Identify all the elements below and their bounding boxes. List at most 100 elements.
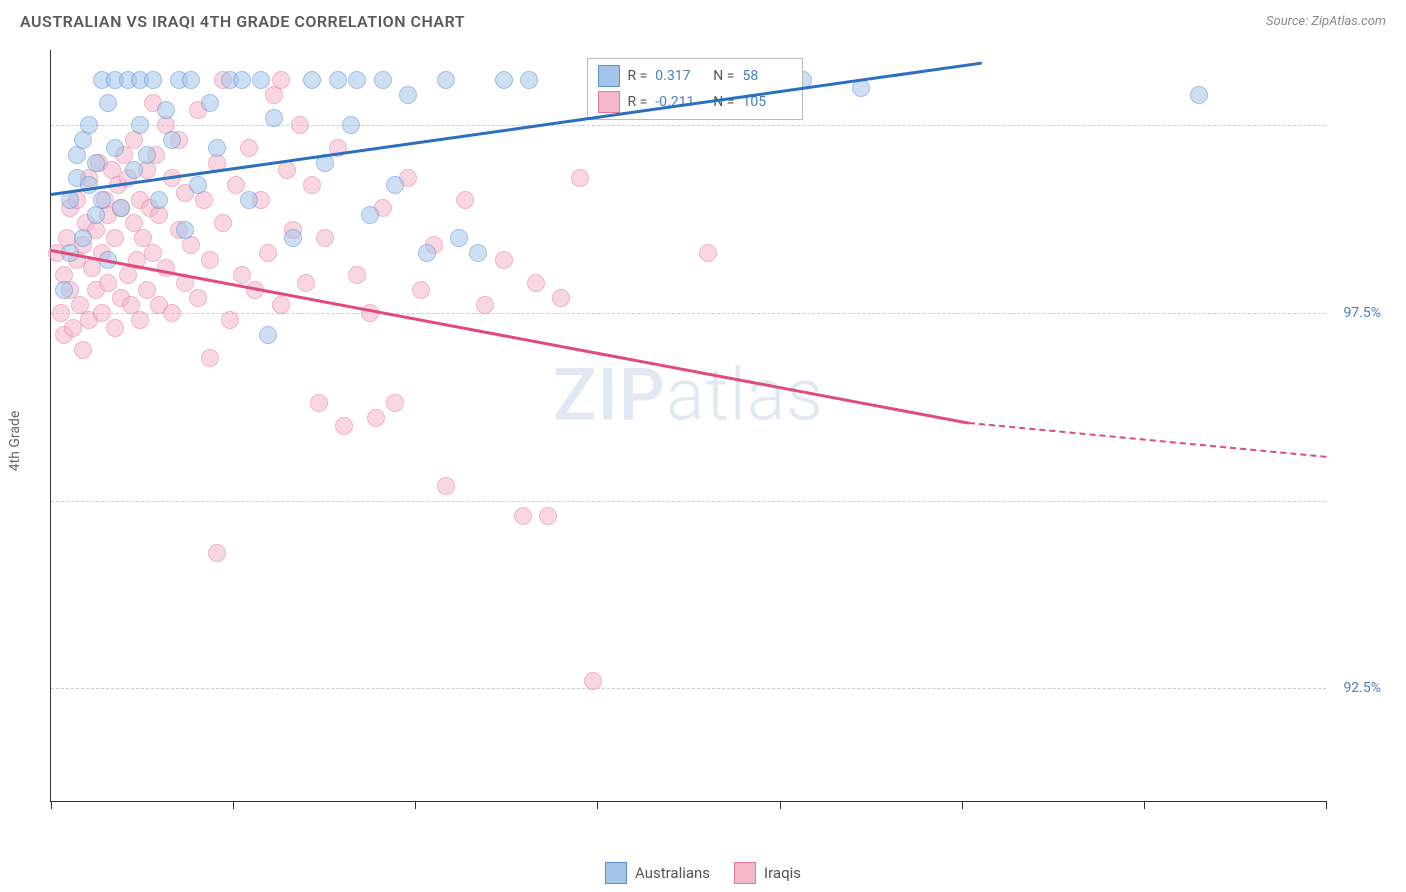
y-axis-title: 4th Grade — [7, 411, 23, 472]
x-tick — [962, 801, 963, 809]
scatter-point-iraqis — [699, 244, 717, 262]
chart-header: AUSTRALIAN VS IRAQI 4TH GRADE CORRELATIO… — [0, 0, 1406, 39]
scatter-point-iraqis — [539, 507, 557, 525]
scatter-point-iraqis — [571, 169, 589, 187]
correlation-legend: R =0.317N =58R =-0.211N =105 — [587, 58, 804, 120]
scatter-point-australians — [450, 229, 468, 247]
scatter-point-australians — [437, 71, 455, 89]
scatter-point-australians — [61, 191, 79, 209]
legend-r-value: 0.317 — [655, 68, 705, 84]
scatter-point-iraqis — [437, 477, 455, 495]
bottom-legend-item-iraqis: Iraqis — [734, 862, 801, 884]
gridline-h — [51, 125, 1326, 126]
scatter-point-australians — [138, 146, 156, 164]
scatter-point-australians — [348, 71, 366, 89]
scatter-point-australians — [80, 116, 98, 134]
x-tick — [780, 801, 781, 809]
scatter-point-australians — [303, 71, 321, 89]
scatter-point-australians — [182, 71, 200, 89]
trend-line — [51, 249, 969, 424]
scatter-point-iraqis — [106, 319, 124, 337]
scatter-point-australians — [144, 71, 162, 89]
x-tick — [415, 801, 416, 809]
trend-line — [969, 422, 1326, 458]
scatter-point-iraqis — [259, 244, 277, 262]
bottom-legend-label: Australians — [635, 864, 710, 882]
scatter-point-australians — [112, 199, 130, 217]
scatter-point-iraqis — [189, 289, 207, 307]
scatter-point-iraqis — [131, 311, 149, 329]
scatter-point-australians — [131, 116, 149, 134]
legend-n-value: 58 — [742, 68, 792, 84]
legend-n-label: N = — [713, 68, 734, 84]
scatter-point-australians — [252, 71, 270, 89]
scatter-point-iraqis — [278, 161, 296, 179]
scatter-point-iraqis — [240, 139, 258, 157]
scatter-point-iraqis — [227, 176, 245, 194]
scatter-point-australians — [208, 139, 226, 157]
x-tick — [1144, 801, 1145, 809]
legend-swatch — [598, 65, 620, 87]
gridline-h — [51, 313, 1326, 314]
scatter-point-iraqis — [310, 394, 328, 412]
x-tick — [233, 801, 234, 809]
scatter-point-iraqis — [214, 214, 232, 232]
scatter-point-iraqis — [527, 274, 545, 292]
chart-source: Source: ZipAtlas.com — [1266, 14, 1386, 29]
y-tick-label: 92.5% — [1331, 680, 1381, 696]
scatter-point-australians — [163, 131, 181, 149]
legend-row-australians: R =0.317N =58 — [598, 63, 793, 89]
scatter-point-iraqis — [74, 341, 92, 359]
x-tick — [1326, 801, 1327, 809]
x-tick — [597, 801, 598, 809]
scatter-point-iraqis — [119, 266, 137, 284]
scatter-point-iraqis — [144, 244, 162, 262]
scatter-point-iraqis — [316, 229, 334, 247]
legend-r-label: R = — [628, 94, 648, 110]
scatter-point-iraqis — [412, 281, 430, 299]
scatter-point-australians — [259, 326, 277, 344]
scatter-point-iraqis — [291, 116, 309, 134]
scatter-point-iraqis — [221, 311, 239, 329]
scatter-point-iraqis — [456, 191, 474, 209]
gridline-h — [51, 501, 1326, 502]
scatter-point-iraqis — [272, 296, 290, 314]
scatter-point-iraqis — [303, 176, 321, 194]
plot-area: ZIPatlas 92.5%97.5%R =0.317N =58R =-0.21… — [50, 50, 1326, 802]
scatter-point-australians — [284, 229, 302, 247]
scatter-point-australians — [329, 71, 347, 89]
bottom-legend-label: Iraqis — [764, 864, 801, 882]
scatter-point-iraqis — [367, 409, 385, 427]
scatter-point-australians — [520, 71, 538, 89]
legend-swatch — [734, 862, 756, 884]
scatter-point-iraqis — [386, 394, 404, 412]
scatter-point-iraqis — [99, 274, 117, 292]
scatter-point-australians — [176, 221, 194, 239]
scatter-point-iraqis — [584, 672, 602, 690]
scatter-point-iraqis — [297, 274, 315, 292]
scatter-point-iraqis — [106, 229, 124, 247]
x-tick — [51, 801, 52, 809]
legend-swatch — [605, 862, 627, 884]
watermark: ZIPatlas — [553, 353, 824, 438]
scatter-point-iraqis — [208, 544, 226, 562]
scatter-point-australians — [386, 176, 404, 194]
scatter-point-australians — [495, 71, 513, 89]
y-tick-label: 97.5% — [1331, 305, 1381, 321]
scatter-point-australians — [374, 71, 392, 89]
bottom-legend: Australians Iraqis — [605, 862, 801, 884]
scatter-point-australians — [1190, 86, 1208, 104]
scatter-point-iraqis — [552, 289, 570, 307]
scatter-point-australians — [265, 109, 283, 127]
scatter-point-iraqis — [201, 349, 219, 367]
scatter-point-iraqis — [163, 304, 181, 322]
scatter-point-australians — [157, 101, 175, 119]
scatter-point-australians — [87, 154, 105, 172]
scatter-point-australians — [150, 191, 168, 209]
scatter-point-australians — [74, 229, 92, 247]
scatter-point-iraqis — [52, 304, 70, 322]
scatter-point-iraqis — [476, 296, 494, 314]
chart-title: AUSTRALIAN VS IRAQI 4TH GRADE CORRELATIO… — [20, 12, 465, 31]
scatter-point-australians — [201, 94, 219, 112]
scatter-point-australians — [233, 71, 251, 89]
